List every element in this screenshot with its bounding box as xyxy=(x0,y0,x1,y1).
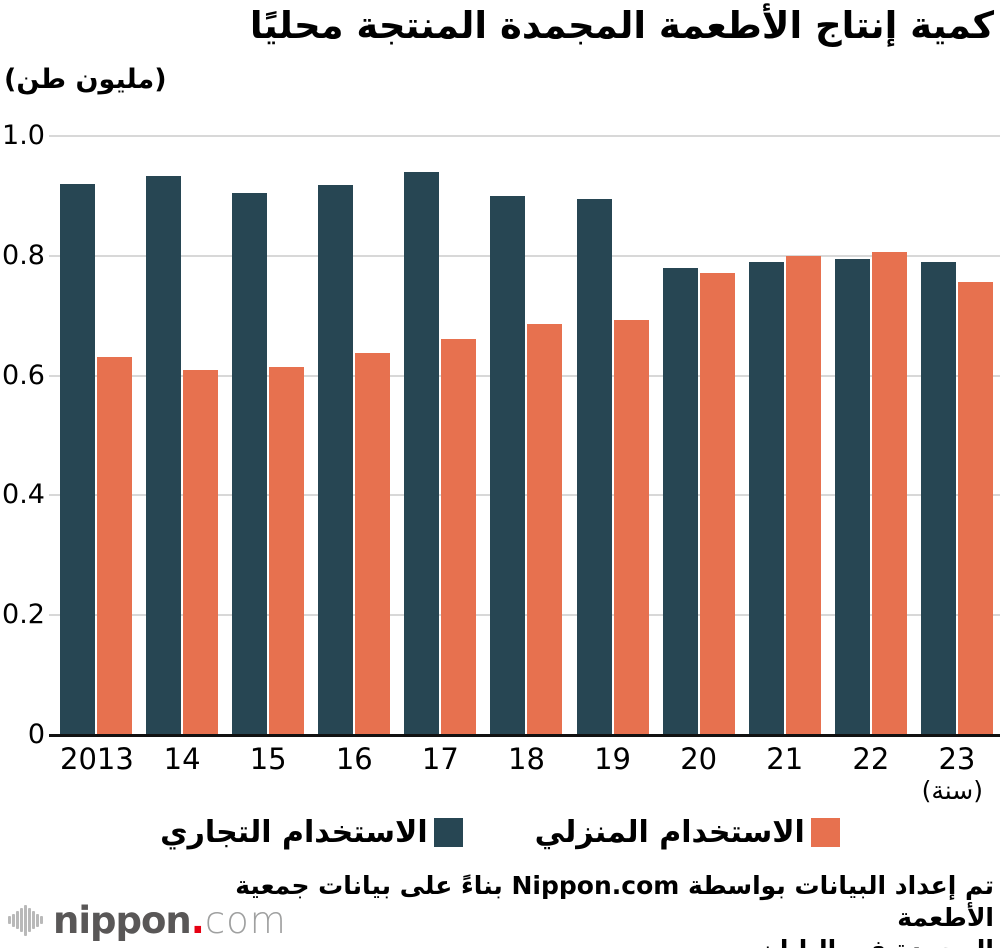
logo-wordmark: nippon xyxy=(53,898,192,942)
bar-household-16 xyxy=(355,353,391,735)
bar-household-23 xyxy=(957,281,993,735)
logo-red-dot: . xyxy=(190,898,205,942)
y-tick-label: 1.0 xyxy=(2,120,45,151)
x-tick-label-17: 17 xyxy=(421,742,459,776)
bar-household-20 xyxy=(699,272,735,735)
legend-item-commercial: الاستخدام التجاري xyxy=(160,814,463,850)
y-axis-unit-label: (مليون طن) xyxy=(4,64,167,95)
bar-household-19 xyxy=(613,319,649,735)
bar-commercial-18 xyxy=(490,195,526,735)
x-axis-line xyxy=(49,733,1000,737)
bar-commercial-22 xyxy=(834,258,870,735)
soundwave-icon xyxy=(8,904,43,936)
source-note-line1: تم إعداد البيانات بواسطة Nippon.com بناء… xyxy=(235,871,994,932)
bar-household-18 xyxy=(527,323,563,735)
bar-household-2013 xyxy=(97,357,132,735)
bar-commercial-23 xyxy=(920,261,956,735)
chart-title: كمية إنتاج الأطعمة المجمدة المنتجة محليً… xyxy=(249,4,994,47)
bar-household-15 xyxy=(269,366,305,735)
bar-household-22 xyxy=(871,252,907,735)
y-tick-label: 0.2 xyxy=(2,599,45,631)
nippon-com-logo: nippon . com xyxy=(8,898,287,942)
bar-group-2013 xyxy=(60,136,132,735)
logo-tld: com xyxy=(204,898,287,942)
plot-area: 1.0 0.8 0.6 0.4 0.2 0 xyxy=(0,121,1000,750)
x-axis-labels: 2013 14 15 16 17 18 19 20 21 22 23 xyxy=(60,742,993,776)
x-axis-unit-label: (سنة) xyxy=(921,776,983,805)
x-tick-label-21: 21 xyxy=(766,742,804,776)
bar-commercial-16 xyxy=(318,184,354,735)
source-note-line2: المجمدة في اليابان. xyxy=(749,935,994,948)
bar-group-16 xyxy=(318,136,391,735)
bar-group-15 xyxy=(232,136,305,735)
bar-household-21 xyxy=(785,256,821,735)
x-tick-label-14: 14 xyxy=(163,742,201,776)
x-tick-label-20: 20 xyxy=(680,742,718,776)
legend-label-commercial: الاستخدام التجاري xyxy=(160,814,428,850)
bar-group-14 xyxy=(146,136,219,735)
bar-household-17 xyxy=(441,339,477,735)
legend-label-household: الاستخدام المنزلي xyxy=(534,814,805,850)
bar-group-22 xyxy=(834,136,907,735)
bar-group-21 xyxy=(748,136,821,735)
bar-household-14 xyxy=(183,370,219,735)
x-tick-label-22: 22 xyxy=(852,742,890,776)
x-tick-label-18: 18 xyxy=(508,742,545,776)
bar-group-20 xyxy=(662,136,735,735)
x-tick-label-16: 16 xyxy=(335,742,373,776)
gridline xyxy=(49,135,1000,137)
x-tick-label-23: 23 xyxy=(938,742,976,776)
legend-swatch-commercial-icon xyxy=(433,817,463,847)
bar-group-23 xyxy=(920,136,993,735)
legend-swatch-household-icon xyxy=(810,817,840,847)
bar-commercial-19 xyxy=(576,198,612,735)
x-tick-label-2013: 2013 xyxy=(60,742,134,776)
bar-commercial-20 xyxy=(662,267,698,735)
bar-commercial-15 xyxy=(232,192,268,735)
chart-legend: الاستخدام التجاري الاستخدام المنزلي xyxy=(0,810,1000,854)
bar-commercial-21 xyxy=(748,262,784,735)
y-tick-label: 0.8 xyxy=(2,239,45,271)
y-tick-label: 0.4 xyxy=(2,479,45,511)
source-note: تم إعداد البيانات بواسطة Nippon.com بناء… xyxy=(214,870,994,948)
bars-container xyxy=(60,136,993,735)
legend-item-household: الاستخدام المنزلي xyxy=(535,815,840,850)
bar-commercial-2013 xyxy=(60,183,95,735)
x-tick-label-19: 19 xyxy=(594,742,632,776)
bar-commercial-14 xyxy=(146,176,182,735)
bar-commercial-17 xyxy=(404,171,440,735)
y-tick-label: 0.6 xyxy=(2,359,45,391)
y-tick-label: 0 xyxy=(27,719,45,750)
x-tick-label-15: 15 xyxy=(249,742,287,776)
bar-group-17 xyxy=(404,136,477,735)
bar-group-19 xyxy=(576,136,649,735)
bar-group-18 xyxy=(490,136,563,735)
